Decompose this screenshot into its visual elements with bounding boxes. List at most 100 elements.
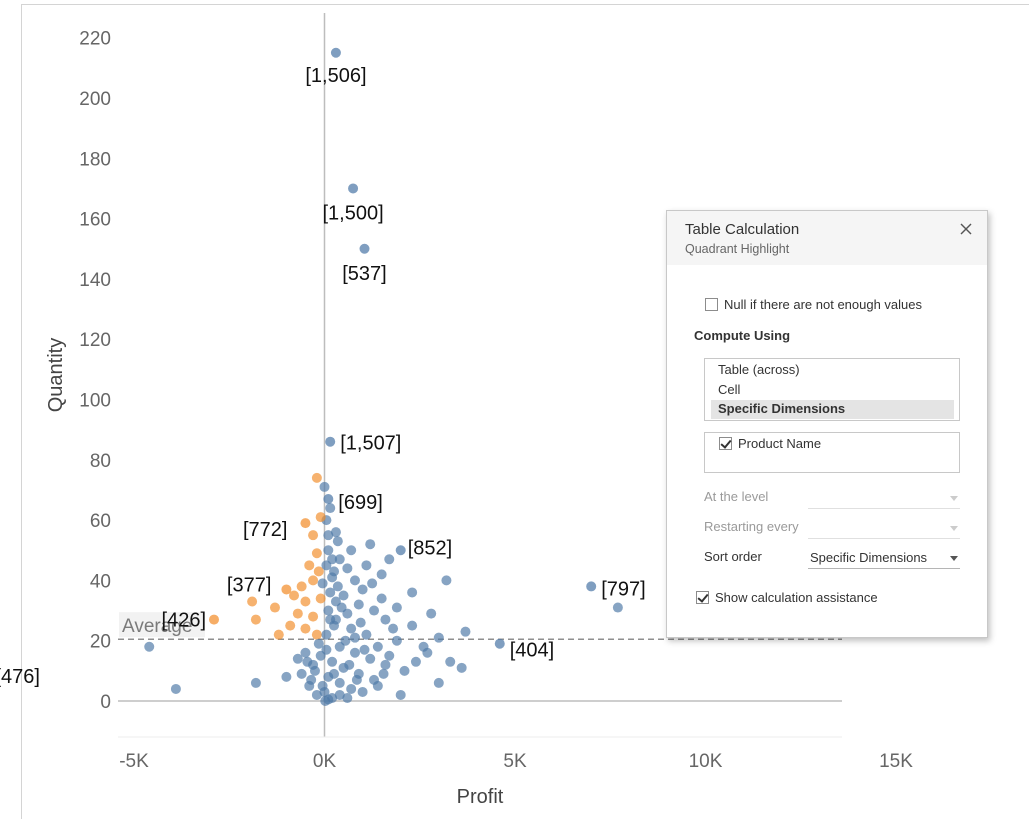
- labeled-data-point: [325, 436, 336, 447]
- dialog-subtitle: Quadrant Highlight: [685, 242, 790, 256]
- data-point: [340, 635, 351, 646]
- compute-option-specific-dimensions[interactable]: Specific Dimensions: [718, 401, 846, 416]
- x-tick-label: -5K: [119, 751, 149, 772]
- x-axis-title: Profit: [457, 786, 504, 808]
- data-point: [332, 536, 343, 547]
- sort-order-label: Sort order: [704, 549, 762, 564]
- compute-using-label: Compute Using: [694, 328, 791, 343]
- data-point: [346, 623, 357, 634]
- data-point: [334, 677, 345, 688]
- dialog-header: Table Calculation Quadrant Highlight: [667, 211, 987, 265]
- data-point: [313, 566, 324, 577]
- data-point: [359, 644, 370, 655]
- dialog-title: Table Calculation: [685, 221, 800, 238]
- data-point: [250, 677, 261, 688]
- data-point: [357, 584, 368, 595]
- data-points: [144, 47, 623, 706]
- data-label: [377]: [227, 574, 271, 596]
- data-label: [852]: [408, 537, 452, 559]
- data-point: [285, 620, 296, 631]
- data-point: [376, 593, 387, 604]
- data-point: [349, 575, 360, 586]
- data-point: [357, 686, 368, 697]
- data-point: [353, 599, 364, 610]
- data-point: [380, 614, 391, 625]
- data-point: [308, 575, 319, 586]
- data-point: [418, 641, 429, 652]
- restarting-every-dropdown[interactable]: [808, 517, 960, 539]
- data-point: [308, 611, 319, 622]
- data-point: [410, 656, 421, 667]
- data-point: [289, 590, 300, 601]
- table-calculation-dialog: Table Calculation Quadrant Highlight Nul…: [666, 210, 988, 638]
- selected-option-highlight: [711, 400, 954, 419]
- data-point: [306, 674, 317, 685]
- data-point: [315, 593, 326, 604]
- at-level-label: At the level: [704, 489, 769, 504]
- show-assistance-checkbox[interactable]: [696, 591, 709, 604]
- average-label-background: [119, 612, 205, 638]
- y-tick-label: 60: [90, 511, 111, 532]
- data-point: [391, 602, 402, 613]
- average-label: Average: [122, 616, 192, 637]
- compute-option-cell[interactable]: Cell: [718, 382, 741, 397]
- data-point: [342, 692, 353, 703]
- data-point: [300, 596, 311, 607]
- data-point: [380, 659, 391, 670]
- y-tick-label: 40: [90, 571, 111, 592]
- data-point: [250, 614, 261, 625]
- y-tick-label: 200: [79, 89, 111, 110]
- data-point: [351, 674, 362, 685]
- data-point: [407, 587, 418, 598]
- x-tick-label: 0K: [313, 751, 337, 772]
- data-point: [323, 545, 334, 556]
- data-point: [342, 563, 353, 574]
- data-point: [329, 668, 340, 679]
- data-point: [325, 614, 336, 625]
- data-point: [384, 650, 395, 661]
- x-axis-ticks: -10K-5K0K5K10K15K20K25K: [119, 751, 913, 772]
- data-point: [395, 689, 406, 700]
- data-point: [433, 632, 444, 643]
- labeled-data-point: [395, 545, 406, 556]
- data-point: [311, 689, 322, 700]
- labeled-data-point: [323, 493, 334, 504]
- data-point: [365, 653, 376, 664]
- data-point: [367, 578, 378, 589]
- at-level-dropdown[interactable]: [808, 487, 960, 509]
- data-point: [302, 656, 313, 667]
- labeled-data-point: [359, 243, 370, 254]
- data-point: [311, 548, 322, 559]
- data-point: [273, 629, 284, 640]
- data-label: [1,507]: [340, 433, 401, 455]
- sort-order-dropdown[interactable]: Specific Dimensions: [808, 547, 960, 569]
- product-name-label: Product Name: [738, 436, 822, 451]
- y-tick-label: 140: [79, 270, 111, 291]
- product-name-checkbox[interactable]: [719, 437, 732, 450]
- data-point: [344, 659, 355, 670]
- view-frame: [21, 4, 1029, 819]
- data-point: [325, 503, 336, 514]
- labeled-data-point: [281, 584, 292, 595]
- data-point: [346, 683, 357, 694]
- y-tick-label: 80: [90, 451, 111, 472]
- y-tick-label: 120: [79, 330, 111, 351]
- data-point: [369, 674, 380, 685]
- y-tick-label: 20: [90, 632, 111, 653]
- data-point: [349, 632, 360, 643]
- data-point: [407, 620, 418, 631]
- null-values-checkbox[interactable]: [705, 298, 718, 311]
- data-point: [170, 683, 181, 694]
- data-point: [292, 608, 303, 619]
- close-icon[interactable]: [957, 220, 975, 238]
- data-point: [315, 512, 326, 523]
- data-point: [292, 653, 303, 664]
- x-tick-label: 15K: [879, 751, 913, 772]
- chevron-down-icon: [950, 526, 958, 531]
- dimensions-list: Product Name: [704, 432, 960, 473]
- data-point: [369, 605, 380, 616]
- data-point: [296, 581, 307, 592]
- data-point: [361, 560, 372, 571]
- y-tick-label: 220: [79, 29, 111, 50]
- compute-option-table-across[interactable]: Table (across): [718, 362, 800, 377]
